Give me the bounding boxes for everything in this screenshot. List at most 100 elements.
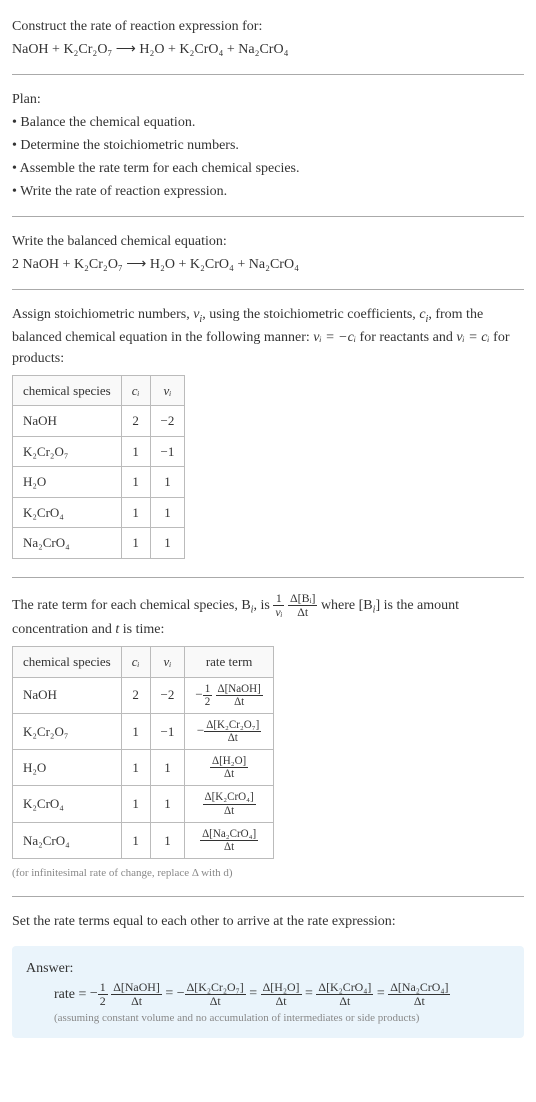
table-header-row: chemical species cᵢ νᵢ bbox=[13, 375, 185, 406]
col-header: νᵢ bbox=[150, 375, 185, 406]
stoich-table: chemical species cᵢ νᵢ NaOH2−2 K₂Cr₂O₇1−… bbox=[12, 375, 185, 559]
cell: 1 bbox=[150, 750, 185, 786]
cell: −Δ[K₂Cr₂O₇]Δt bbox=[185, 713, 273, 749]
header-equation: NaOH + K₂Cr₂O₇ ⟶ H₂O + K₂CrO₄ + Na₂CrO₄ bbox=[12, 39, 524, 60]
plan-item: • Assemble the rate term for each chemic… bbox=[12, 158, 524, 179]
cell: Δ[H₂O]Δt bbox=[185, 750, 273, 786]
cell: K₂Cr₂O₇ bbox=[13, 436, 122, 467]
plan-title: Plan: bbox=[12, 89, 524, 110]
rateterm-table: chemical species cᵢ νᵢ rate term NaOH2−2… bbox=[12, 646, 274, 859]
table-row: NaOH2−2 bbox=[13, 406, 185, 437]
final-title: Set the rate terms equal to each other t… bbox=[12, 911, 524, 932]
cell: 1 bbox=[121, 713, 150, 749]
cell: Na₂CrO₄ bbox=[13, 528, 122, 559]
cell: 1 bbox=[150, 497, 185, 528]
col-header: chemical species bbox=[13, 375, 122, 406]
cell: 1 bbox=[121, 467, 150, 498]
plan-item: • Write the rate of reaction expression. bbox=[12, 181, 524, 202]
text: The rate term for each chemical species,… bbox=[12, 598, 251, 613]
col-header: chemical species bbox=[13, 647, 122, 678]
cell: Na₂CrO₄ bbox=[13, 822, 122, 858]
col-header: rate term bbox=[185, 647, 273, 678]
cell: 1 bbox=[121, 786, 150, 822]
relation: νᵢ = −cᵢ bbox=[313, 330, 356, 345]
divider bbox=[12, 289, 524, 290]
final-section: Set the rate terms equal to each other t… bbox=[12, 903, 524, 940]
plan-section: Plan: • Balance the chemical equation. •… bbox=[12, 81, 524, 210]
cell: −2 bbox=[150, 677, 185, 713]
balanced-equation: 2 NaOH + K₂Cr₂O₇ ⟶ H₂O + K₂CrO₄ + Na₂CrO… bbox=[12, 254, 524, 275]
rateterm-note: (for infinitesimal rate of change, repla… bbox=[12, 865, 524, 882]
divider bbox=[12, 896, 524, 897]
cell: −2 bbox=[150, 406, 185, 437]
answer-label: Answer: bbox=[26, 958, 510, 979]
col-header: cᵢ bbox=[121, 647, 150, 678]
denominator: Δt bbox=[288, 606, 317, 619]
balanced-section: Write the balanced chemical equation: 2 … bbox=[12, 223, 524, 283]
table-header-row: chemical species cᵢ νᵢ rate term bbox=[13, 647, 274, 678]
cell: NaOH bbox=[13, 406, 122, 437]
fraction: Δ[Bᵢ]Δt bbox=[288, 592, 317, 619]
table-row: H₂O11 bbox=[13, 467, 185, 498]
text: is time: bbox=[119, 622, 164, 637]
cell: 1 bbox=[121, 497, 150, 528]
cell: 1 bbox=[121, 436, 150, 467]
numerator: 1 bbox=[273, 592, 284, 606]
plan-item: • Balance the chemical equation. bbox=[12, 112, 524, 133]
divider bbox=[12, 74, 524, 75]
cell: K₂CrO₄ bbox=[13, 786, 122, 822]
stoich-intro: Assign stoichiometric numbers, νi, using… bbox=[12, 304, 524, 369]
denominator: νᵢ bbox=[273, 606, 284, 619]
cell: 1 bbox=[121, 822, 150, 858]
cell: −1 bbox=[150, 436, 185, 467]
rate-label: rate = bbox=[54, 986, 90, 1001]
answer-note: (assuming constant volume and no accumul… bbox=[26, 1010, 510, 1027]
relation: νᵢ = cᵢ bbox=[456, 330, 489, 345]
table-row: H₂O11Δ[H₂O]Δt bbox=[13, 750, 274, 786]
cell: −1 bbox=[150, 713, 185, 749]
numerator: Δ[Bᵢ] bbox=[288, 592, 317, 606]
table-row: NaOH2−2−12 Δ[NaOH]Δt bbox=[13, 677, 274, 713]
col-header: νᵢ bbox=[150, 647, 185, 678]
text: for reactants and bbox=[356, 330, 456, 345]
cell: 1 bbox=[150, 786, 185, 822]
answer-box: Answer: rate = −12 Δ[NaOH]Δt = −Δ[K₂Cr₂O… bbox=[12, 946, 524, 1039]
balanced-title: Write the balanced chemical equation: bbox=[12, 231, 524, 252]
table-row: Na₂CrO₄11Δ[Na₂CrO₄]Δt bbox=[13, 822, 274, 858]
header-title: Construct the rate of reaction expressio… bbox=[12, 16, 524, 37]
rateterm-section: The rate term for each chemical species,… bbox=[12, 584, 524, 890]
text: where [B bbox=[321, 598, 373, 613]
text: Assign stoichiometric numbers, bbox=[12, 307, 193, 322]
cell: Δ[K₂CrO₄]Δt bbox=[185, 786, 273, 822]
cell: 2 bbox=[121, 406, 150, 437]
cell: 2 bbox=[121, 677, 150, 713]
fraction: 1νᵢ bbox=[273, 592, 284, 619]
text: , using the stoichiometric coefficients, bbox=[202, 307, 419, 322]
answer-expression: rate = −12 Δ[NaOH]Δt = −Δ[K₂Cr₂O₇]Δt = Δ… bbox=[26, 981, 510, 1008]
cell: NaOH bbox=[13, 677, 122, 713]
cell: −12 Δ[NaOH]Δt bbox=[185, 677, 273, 713]
header: Construct the rate of reaction expressio… bbox=[12, 8, 524, 68]
stoich-section: Assign stoichiometric numbers, νi, using… bbox=[12, 296, 524, 571]
cell: 1 bbox=[150, 467, 185, 498]
col-header: cᵢ bbox=[121, 375, 150, 406]
table-row: K₂CrO₄11Δ[K₂CrO₄]Δt bbox=[13, 786, 274, 822]
text: , is bbox=[253, 598, 273, 613]
table-row: K₂CrO₄11 bbox=[13, 497, 185, 528]
divider bbox=[12, 577, 524, 578]
table-row: Na₂CrO₄11 bbox=[13, 528, 185, 559]
divider bbox=[12, 216, 524, 217]
table-row: K₂Cr₂O₇1−1 bbox=[13, 436, 185, 467]
cell: H₂O bbox=[13, 750, 122, 786]
cell: 1 bbox=[121, 750, 150, 786]
cell: K₂Cr₂O₇ bbox=[13, 713, 122, 749]
cell: Δ[Na₂CrO₄]Δt bbox=[185, 822, 273, 858]
cell: 1 bbox=[121, 528, 150, 559]
table-row: K₂Cr₂O₇1−1−Δ[K₂Cr₂O₇]Δt bbox=[13, 713, 274, 749]
cell: 1 bbox=[150, 528, 185, 559]
cell: H₂O bbox=[13, 467, 122, 498]
cell: K₂CrO₄ bbox=[13, 497, 122, 528]
cell: 1 bbox=[150, 822, 185, 858]
rateterm-intro: The rate term for each chemical species,… bbox=[12, 592, 524, 640]
plan-item: • Determine the stoichiometric numbers. bbox=[12, 135, 524, 156]
